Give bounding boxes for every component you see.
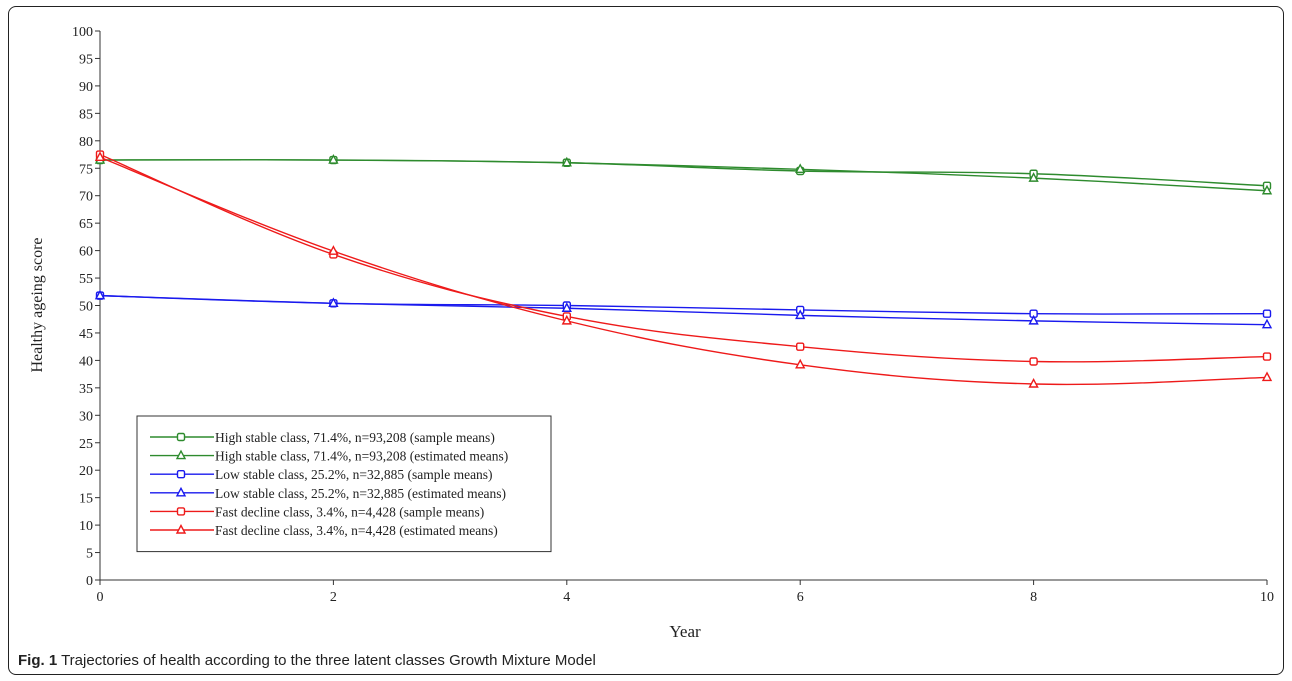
y-tick-label: 100 <box>72 25 93 40</box>
data-point-triangle <box>561 156 572 167</box>
legend-item: Fast decline class, 3.4%, n=4,428 (sampl… <box>150 504 484 519</box>
data-point-triangle <box>328 297 339 308</box>
data-point-triangle <box>1028 172 1039 182</box>
series-6 <box>94 151 1273 388</box>
series-line <box>99 159 1268 187</box>
figure-caption-label: Fig. 1 <box>18 652 58 669</box>
y-tick-label: 45 <box>79 327 93 342</box>
y-tick-label: 35 <box>79 382 93 397</box>
data-point-triangle <box>94 151 106 161</box>
y-tick-label: 30 <box>79 409 93 424</box>
series-line <box>99 159 1268 192</box>
y-tick-label: 85 <box>79 107 93 122</box>
legend-label: Low stable class, 25.2%, n=32,885 (sampl… <box>215 467 493 482</box>
data-point-square <box>1262 309 1272 318</box>
legend-marker-triangle <box>175 524 187 534</box>
legend-item: Low stable class, 25.2%, n=32,885 (estim… <box>150 486 506 501</box>
data-point-triangle <box>94 289 106 300</box>
y-axis: 0 5 10 15 20 25 30 35 40 45 50 55 60 65 70 75 80 85 90 95 10… <box>72 25 101 589</box>
data-point-triangle <box>1261 184 1273 195</box>
series-5 <box>95 150 1272 366</box>
x-axis-label: Year <box>669 622 701 641</box>
y-tick-label: 10 <box>79 519 93 534</box>
x-axis: 0 2 4 6 8 10 <box>97 579 1274 605</box>
y-tick-label: 50 <box>79 300 93 315</box>
data-point-triangle <box>1028 378 1039 388</box>
x-tick-label: 10 <box>1260 590 1274 605</box>
y-tick-label: 75 <box>79 162 93 177</box>
legend-marker-square <box>176 432 186 442</box>
legend-label: High stable class, 71.4%, n=93,208 (esti… <box>215 449 508 464</box>
y-tick-label: 55 <box>79 272 93 287</box>
data-point-triangle <box>1028 314 1039 325</box>
figure-frame <box>8 6 1284 675</box>
series-layer <box>94 150 1273 388</box>
legend-box <box>136 415 552 553</box>
data-point-square <box>796 342 805 351</box>
data-point-square <box>1262 352 1272 361</box>
legend: High stable class, 71.4%, n=93,208 (samp… <box>136 415 552 553</box>
legend-marker-triangle <box>175 486 187 497</box>
series-line <box>99 294 1268 326</box>
legend-marker-square <box>176 470 186 479</box>
series-4 <box>94 289 1273 329</box>
y-tick-label: 0 <box>86 574 93 589</box>
data-point-triangle <box>328 245 339 255</box>
figure-caption-text: Trajectories of health according to the … <box>61 652 596 669</box>
legend-item: High stable class, 71.4%, n=93,208 (esti… <box>150 449 508 464</box>
y-tick-label: 90 <box>79 80 93 95</box>
x-tick-label: 0 <box>97 590 104 605</box>
y-tick-label: 15 <box>79 492 93 507</box>
legend-marker-triangle <box>175 449 187 460</box>
data-point-triangle <box>795 358 806 369</box>
legend-label: Fast decline class, 3.4%, n=4,428 (estim… <box>215 523 498 538</box>
y-tick-label: 95 <box>79 52 93 67</box>
data-point-square <box>1029 357 1038 366</box>
y-tick-label: 25 <box>79 437 93 452</box>
y-tick-label: 5 <box>86 547 93 562</box>
series-2 <box>94 154 1273 195</box>
legend-label: Fast decline class, 3.4%, n=4,428 (sampl… <box>215 504 484 519</box>
figure-caption: Fig. 1 Trajectories of health according … <box>18 652 596 669</box>
y-tick-label: 40 <box>79 354 93 369</box>
legend-label: Low stable class, 25.2%, n=32,885 (estim… <box>215 486 506 501</box>
line-chart: 0510152025303540455055606570758085909510… <box>29 25 1274 641</box>
legend-marker-square <box>176 507 186 516</box>
y-axis-label: Healthy ageing score <box>29 237 46 372</box>
data-point-triangle <box>561 302 572 312</box>
data-point-triangle <box>1261 318 1273 329</box>
series-line <box>99 153 1268 363</box>
data-point-triangle <box>795 163 806 174</box>
y-tick-label: 65 <box>79 217 93 232</box>
legend-item: Low stable class, 25.2%, n=32,885 (sampl… <box>150 467 493 482</box>
data-point-triangle <box>328 154 339 164</box>
series-line <box>99 156 1268 386</box>
x-tick-label: 4 <box>563 590 570 605</box>
y-tick-label: 70 <box>79 190 93 205</box>
series-1 <box>95 155 1272 191</box>
legend-item: Fast decline class, 3.4%, n=4,428 (estim… <box>150 523 498 538</box>
y-tick-label: 60 <box>79 245 93 260</box>
x-tick-label: 8 <box>1030 590 1037 605</box>
legend-label: High stable class, 71.4%, n=93,208 (samp… <box>215 430 495 445</box>
y-tick-label: 20 <box>79 464 93 479</box>
x-tick-label: 6 <box>797 590 804 605</box>
data-point-triangle <box>1261 371 1273 382</box>
series-3 <box>95 291 1272 318</box>
data-point-triangle <box>561 314 572 325</box>
data-point-triangle <box>795 309 806 320</box>
legend-item: High stable class, 71.4%, n=93,208 (samp… <box>150 430 495 445</box>
y-tick-label: 80 <box>79 135 93 150</box>
x-tick-label: 2 <box>330 590 337 605</box>
